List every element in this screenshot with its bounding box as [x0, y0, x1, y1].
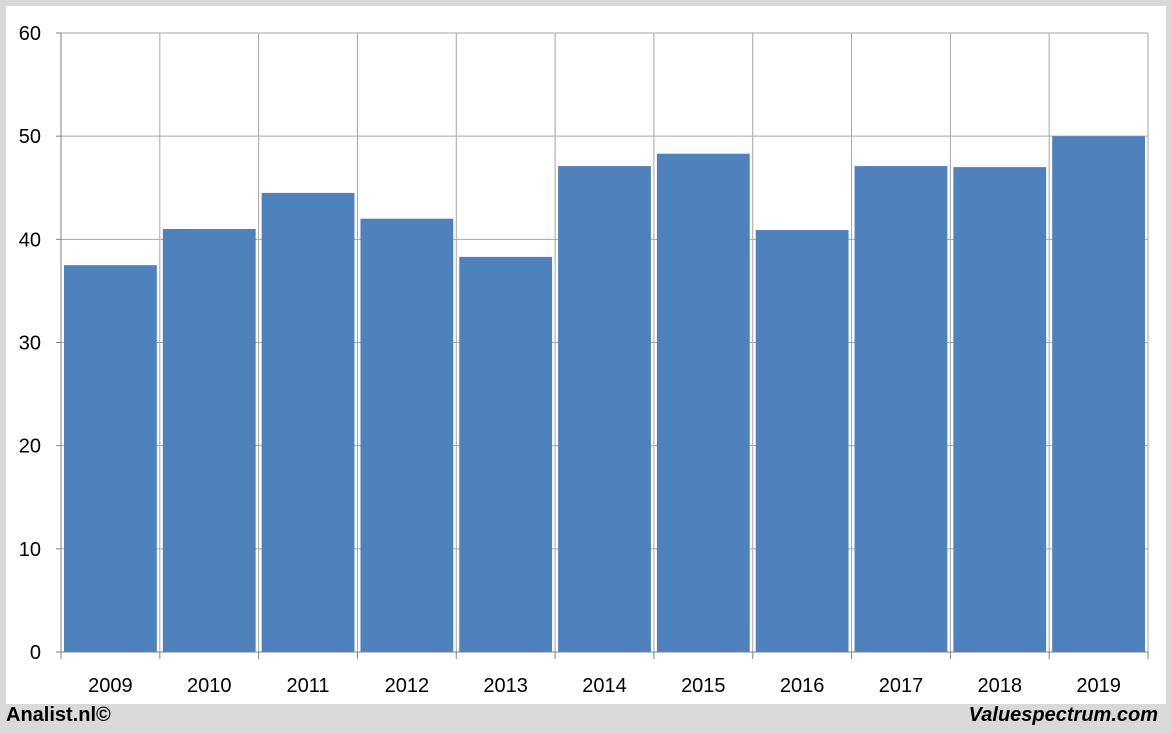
y-tick-label: 40 — [19, 229, 41, 251]
bar-2010 — [162, 229, 256, 652]
bar-2015 — [656, 153, 750, 652]
y-tick-label: 20 — [19, 436, 41, 458]
x-tick-label: 2016 — [780, 675, 825, 697]
y-tick-label: 30 — [19, 333, 41, 355]
x-tick-label: 2013 — [483, 675, 528, 697]
bar-2013 — [459, 256, 553, 652]
x-tick-label: 2015 — [681, 675, 726, 697]
bar-2017 — [854, 166, 948, 652]
y-tick-label: 10 — [19, 539, 41, 561]
source-credit-left: Analist.nl© — [6, 704, 111, 726]
x-tick-label: 2011 — [287, 675, 330, 697]
x-tick-label: 2009 — [88, 675, 133, 697]
bar-2011 — [261, 192, 355, 653]
bar-2016 — [755, 230, 849, 652]
x-tick-label: 2010 — [187, 675, 232, 697]
x-tick-label: 2017 — [879, 675, 924, 697]
x-tick-label: 2012 — [385, 675, 430, 697]
tick-labels: 0 10 20 30 40 50 60 2009 2010 2011 2012 2013 2014 201… — [19, 23, 1121, 697]
source-credit-right: Valuespectrum.com — [968, 704, 1158, 726]
bar-2009 — [64, 265, 157, 652]
bar-2018 — [953, 167, 1047, 652]
y-tick-label: 60 — [19, 23, 41, 45]
bar-2012 — [360, 218, 454, 652]
x-tick-label: 2018 — [978, 675, 1023, 697]
bar-2014 — [558, 166, 651, 652]
y-tick-label: 0 — [30, 642, 41, 664]
bar-2019 — [1052, 136, 1145, 652]
x-tick-label: 2014 — [582, 675, 627, 697]
x-tick-label: 2019 — [1076, 675, 1121, 697]
axes — [56, 32, 1149, 659]
y-tick-label: 50 — [19, 126, 41, 148]
bars — [64, 136, 1145, 653]
